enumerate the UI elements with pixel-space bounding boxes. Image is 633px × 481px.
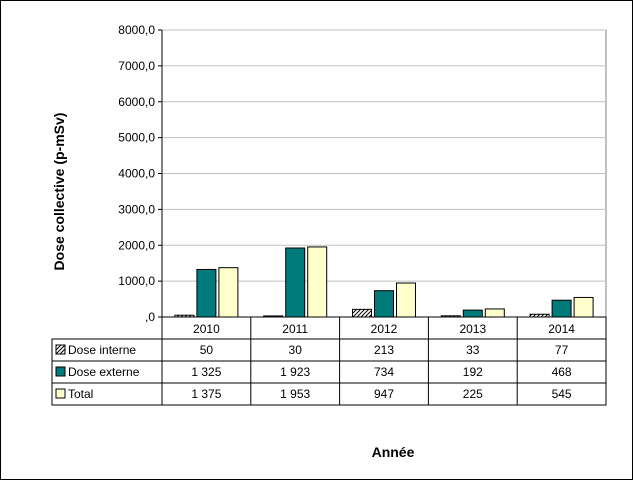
table-cell-value: 947 xyxy=(374,387,394,401)
y-tick-label: 8000,0 xyxy=(118,23,155,37)
x-category-label: 2012 xyxy=(371,322,398,336)
bar-dose-externe xyxy=(374,290,394,318)
y-tick-label: 6000,0 xyxy=(118,95,155,109)
bar-total xyxy=(573,296,594,318)
x-axis-title: Année xyxy=(372,444,415,460)
y-axis-title: Dose collective (p-mSv) xyxy=(51,113,67,271)
x-category-label: 2014 xyxy=(548,322,575,336)
y-tick-label: 7000,0 xyxy=(118,59,155,73)
legend-swatch xyxy=(55,344,66,355)
y-tick-label: 5000,0 xyxy=(118,131,155,145)
table-cell-value: 213 xyxy=(374,343,394,357)
table-cell-value: 225 xyxy=(463,387,483,401)
y-tick-label: 1000,0 xyxy=(118,274,155,288)
table-cell-value: 1 375 xyxy=(191,387,221,401)
x-category-label: 2010 xyxy=(193,322,220,336)
bar-dose-interne xyxy=(352,308,372,318)
table-cell-value: 30 xyxy=(289,343,303,357)
y-tick-label: 3000,0 xyxy=(118,202,155,216)
legend-swatch xyxy=(55,388,66,399)
table-cell-value: 1 325 xyxy=(191,365,221,379)
bar-dose-externe xyxy=(196,268,217,318)
bar-dose-externe xyxy=(551,299,572,318)
bar-total xyxy=(218,267,239,318)
bar-dose-externe xyxy=(462,309,483,318)
table-cell-value: 192 xyxy=(463,365,483,379)
y-tick-label: 2000,0 xyxy=(118,238,155,252)
table-cell-value: 33 xyxy=(466,343,480,357)
table-cell-value: 50 xyxy=(200,343,214,357)
legend-label: Total xyxy=(68,387,93,401)
table-cell-value: 468 xyxy=(552,365,572,379)
x-category-label: 2011 xyxy=(282,322,308,336)
legend-label: Dose externe xyxy=(68,365,140,379)
table-cell-value: 1 953 xyxy=(280,387,310,401)
bar-dose-externe xyxy=(285,247,306,318)
table-cell-value: 77 xyxy=(555,343,569,357)
bar-total xyxy=(307,246,328,318)
table-cell-value: 734 xyxy=(374,365,394,379)
bar-total xyxy=(396,282,416,318)
table-cell-value: 545 xyxy=(552,387,572,401)
legend-label: Dose interne xyxy=(68,343,136,357)
table-cell-value: 1 923 xyxy=(280,365,310,379)
y-tick-label: 4000,0 xyxy=(118,167,155,181)
bar-total xyxy=(484,308,505,318)
x-category-label: 2013 xyxy=(459,322,486,336)
legend-swatch xyxy=(55,366,66,377)
y-tick-label: ,0 xyxy=(145,310,155,324)
